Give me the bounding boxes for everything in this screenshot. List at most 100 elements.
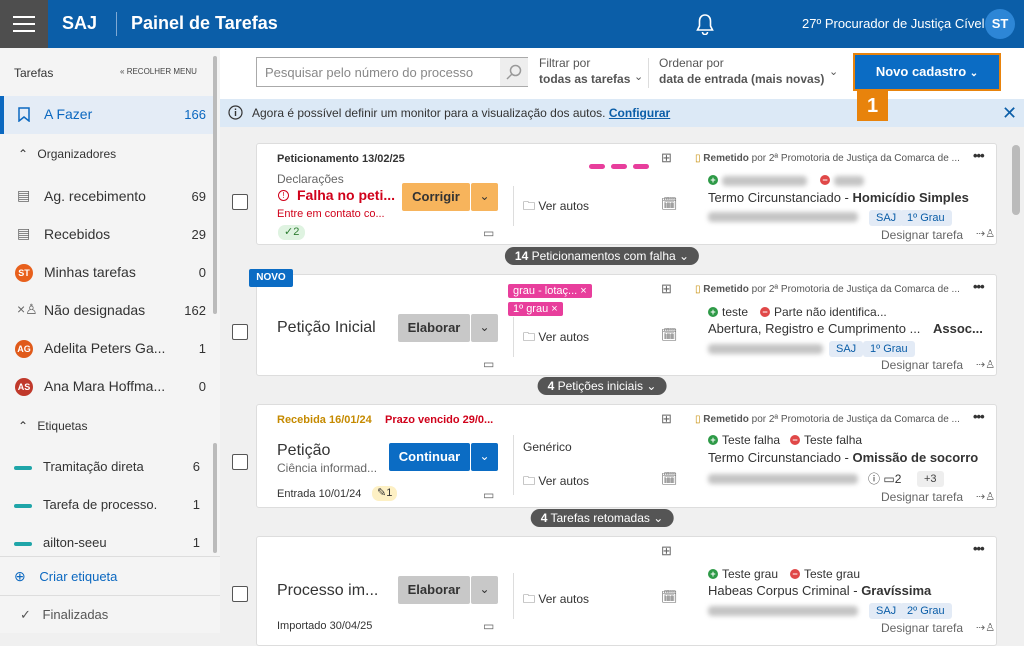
organizer-item[interactable]: AS Ana Mara Hoffma... 0	[0, 368, 212, 406]
scrollbar	[213, 443, 217, 553]
class-name: Termo Circunstanciado -	[708, 190, 849, 205]
calendar-icon[interactable]: 🗓	[661, 471, 678, 486]
tag-color	[14, 542, 32, 546]
sender-line: ▯ Remetido por 2ª Promotoria de Justiça …	[695, 414, 960, 425]
tag-item[interactable]: Tarefa de processo. 1	[0, 486, 212, 524]
organizer-item[interactable]: AG Adelita Peters Ga... 1	[0, 330, 212, 368]
more-menu[interactable]: •••	[973, 148, 985, 163]
finished[interactable]: ✓ Finalizadas	[20, 607, 108, 623]
comment-icon[interactable]: ▭	[483, 226, 495, 240]
bell-icon[interactable]	[696, 13, 714, 35]
case-class: Termo Circunstanciado - Homicídio Simple…	[708, 190, 969, 205]
user-avatar[interactable]: ST	[985, 9, 1015, 39]
element	[589, 164, 605, 169]
party-active: teste	[722, 305, 749, 319]
toolbar: Pesquisar pelo número do processo Filtra…	[220, 48, 1024, 121]
group-count: 14	[514, 249, 529, 263]
remove-icon: ×	[551, 303, 558, 315]
notice-link[interactable]: Configurar	[608, 106, 671, 120]
sidebar: Tarefas « RECOLHER MENU A Fazer 166 ⌃ Or…	[0, 48, 220, 633]
tag: 2º Grau	[900, 603, 952, 619]
action-button[interactable]: Elaborar	[398, 576, 470, 604]
party-passive: Teste falha	[804, 433, 863, 447]
view-docs[interactable]: 🗀 Ver autos	[523, 590, 589, 611]
avatar: AG	[15, 340, 33, 358]
error-icon: !	[278, 190, 289, 201]
organizer-count: 1	[198, 341, 206, 356]
todo-item[interactable]: A Fazer 166	[0, 96, 216, 134]
new-button[interactable]: Novo cadastro ⌄	[853, 53, 1001, 91]
note-badge: ✎1	[372, 486, 398, 501]
comment-icon[interactable]: ▭	[483, 619, 495, 633]
redacted	[834, 176, 864, 186]
calendar-icon[interactable]: 🗓	[661, 196, 678, 211]
subject: Omissão de socorro	[852, 450, 979, 465]
divider	[648, 58, 649, 88]
page-title: Painel de Tarefas	[131, 13, 278, 33]
user-role: 27º Procurador de Justiça Cível	[802, 16, 985, 31]
add-icon[interactable]: ⊞	[661, 543, 672, 558]
checkbox[interactable]	[232, 194, 248, 210]
assign-icon: ⇢♙	[976, 491, 996, 503]
action-dropdown[interactable]: ⌄	[471, 576, 498, 604]
add-icon[interactable]: ⊞	[661, 150, 672, 165]
calendar-icon[interactable]: 🗓	[661, 327, 678, 342]
filter[interactable]: Filtrar por todas as tarefas	[539, 56, 630, 86]
organizer-item[interactable]: ×♙ Não designadas 162	[0, 292, 212, 330]
action-button[interactable]: Corrigir	[402, 183, 470, 211]
organizer-item[interactable]: ▤ Ag. recebimento 69	[0, 178, 212, 216]
add-icon[interactable]: ⊞	[661, 281, 672, 296]
tag-item[interactable]: ailton-seeu 1	[0, 524, 212, 562]
view-docs[interactable]: 🗀 Ver autos	[523, 328, 589, 349]
organizer-label: Ana Mara Hoffma...	[44, 378, 166, 394]
action-dropdown[interactable]: ⌄	[471, 314, 498, 342]
add-icon[interactable]: ⊞	[661, 411, 672, 426]
chevron-down: ⌄	[653, 511, 664, 525]
comment-icon[interactable]: ▭	[483, 488, 495, 502]
action-dropdown[interactable]: ⌄	[471, 443, 498, 471]
comment-icon[interactable]: ▭	[483, 357, 495, 371]
collapse-menu[interactable]: « RECOLHER MENU	[120, 67, 197, 76]
class-name: Abertura, Registro e Cumprimento ...	[708, 321, 921, 336]
organizer-item[interactable]: ST Minhas tarefas 0	[0, 254, 212, 292]
sort[interactable]: Ordenar por data de entrada (mais novas)	[659, 56, 824, 86]
tag: 1º Grau	[900, 210, 952, 226]
close-button[interactable]: ✕	[1002, 103, 1018, 123]
search-button[interactable]	[500, 58, 528, 86]
assign[interactable]: Designar tarefa	[881, 621, 964, 635]
chevron-up: ⌃	[18, 147, 29, 161]
group-toggle[interactable]: 14 Peticionamentos com falha ⌄	[504, 247, 700, 265]
label-text: 1º grau	[513, 303, 549, 315]
checkbox[interactable]	[232, 586, 248, 602]
more-menu[interactable]: •••	[973, 541, 985, 556]
checkbox[interactable]	[232, 454, 248, 470]
more-menu[interactable]: •••	[973, 409, 985, 424]
group-toggle[interactable]: 4 Tarefas retomadas ⌄	[530, 509, 674, 527]
organizer-label: Não designadas	[44, 302, 146, 318]
more-menu[interactable]: •••	[973, 279, 985, 294]
organizer-label: Minhas tarefas	[44, 264, 136, 280]
action-button[interactable]: Elaborar	[398, 314, 470, 342]
menu-button[interactable]	[0, 0, 48, 48]
organizer-icon: ▤	[17, 225, 31, 241]
assign[interactable]: Designar tarefa	[881, 358, 964, 372]
checkbox[interactable]	[232, 324, 248, 340]
search-placeholder: Pesquisar pelo número do processo	[265, 65, 474, 80]
calendar-icon[interactable]: 🗓	[661, 589, 678, 604]
assign[interactable]: Designar tarefa	[881, 490, 964, 504]
redacted	[708, 474, 858, 484]
badge-count: 2	[293, 226, 300, 238]
assign[interactable]: Designar tarefa	[881, 228, 964, 242]
new-flag: NOVO	[249, 269, 293, 287]
action-button[interactable]: Continuar	[389, 443, 470, 471]
search-box[interactable]: Pesquisar pelo número do processo	[256, 57, 528, 87]
organizer-item[interactable]: ▤ Recebidos 29	[0, 216, 212, 254]
tag-item[interactable]: Tramitação direta 6	[0, 448, 212, 486]
view-label: Ver autos	[538, 474, 590, 488]
create-tag[interactable]: ⊕ Criar etiqueta	[14, 568, 117, 585]
scrollbar	[213, 56, 217, 314]
group-toggle[interactable]: 4 Petições iniciais ⌄	[537, 377, 667, 395]
view-docs[interactable]: 🗀 Ver autos	[523, 197, 589, 218]
action-dropdown[interactable]: ⌄	[471, 183, 498, 211]
view-docs[interactable]: 🗀 Ver autos	[523, 472, 589, 493]
